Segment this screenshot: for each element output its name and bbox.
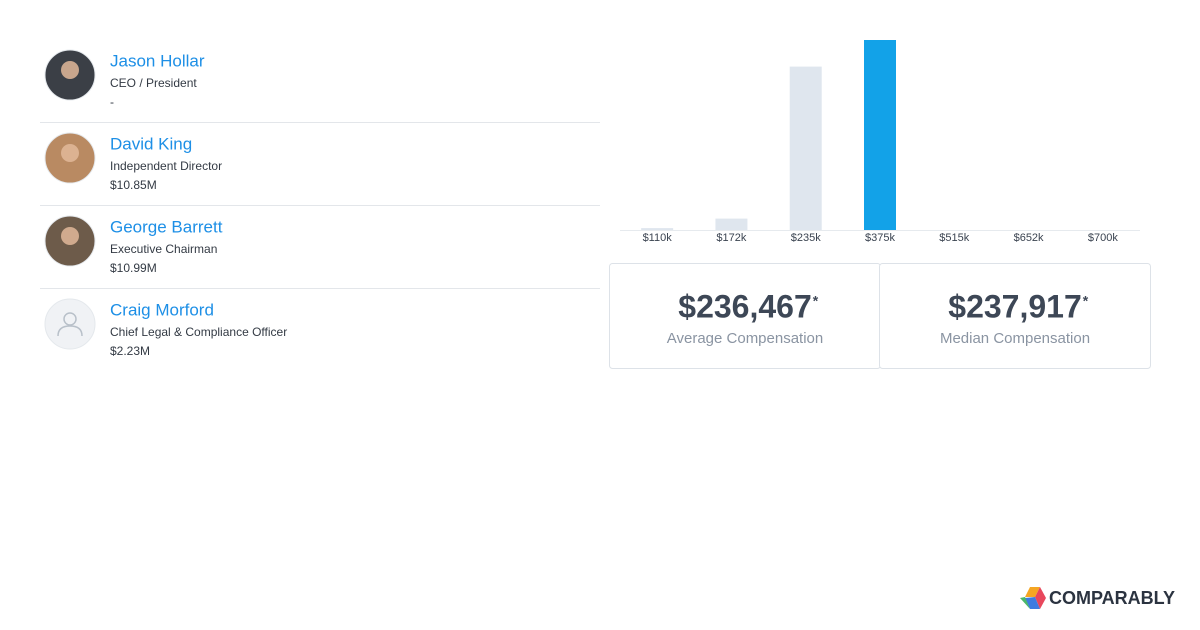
stat-note: * xyxy=(813,293,819,309)
logo-text: COMPARABLY xyxy=(1049,588,1175,608)
person-name: David King xyxy=(110,134,192,153)
person-compensation: $2.23M xyxy=(110,344,150,358)
x-tick-label: $515k xyxy=(939,232,969,244)
person-title: Executive Chairman xyxy=(110,242,217,256)
histogram: $110k $172k $235k $375k $515k $652k $700k xyxy=(620,40,1140,244)
stat-note: * xyxy=(1083,293,1089,309)
stat-label: Average Compensation xyxy=(667,330,824,347)
person-title: Chief Legal & Compliance Officer xyxy=(110,325,287,339)
avatar xyxy=(44,298,96,350)
avatar-face xyxy=(61,61,79,79)
avatar-icon xyxy=(63,312,77,326)
person-name: Jason Hollar xyxy=(110,51,205,70)
people-list: Jason Hollar CEO / President - David King In… xyxy=(40,49,600,358)
person-title: CEO / President xyxy=(110,76,197,90)
avatar-face xyxy=(61,144,79,162)
person-compensation: $10.85M xyxy=(110,178,157,192)
avatar-face xyxy=(61,227,79,245)
person-compensation: $10.99M xyxy=(110,261,157,275)
x-tick-label: $110k xyxy=(643,232,673,244)
bar xyxy=(641,228,674,230)
logo: COMPARABLY xyxy=(1020,587,1175,609)
stat-label: Median Compensation xyxy=(940,330,1090,347)
stat-value: $237,917 xyxy=(948,288,1081,324)
logo-shape xyxy=(1035,587,1046,609)
x-tick-label: $652k xyxy=(1014,232,1044,244)
x-tick-label: $235k xyxy=(791,232,821,244)
x-tick-label: $375k xyxy=(865,232,895,244)
bar xyxy=(789,66,822,230)
stat-value: $236,467 xyxy=(678,288,811,324)
person-compensation: - xyxy=(110,95,114,109)
bar xyxy=(864,40,896,230)
person-name: Craig Morford xyxy=(110,300,214,319)
bar xyxy=(715,218,748,230)
person-title: Independent Director xyxy=(110,159,222,173)
avatar-icon xyxy=(57,325,83,337)
x-tick-label: $700k xyxy=(1088,232,1118,244)
stat-box xyxy=(879,263,1151,369)
x-tick-label: $172k xyxy=(716,232,746,244)
person-name: George Barrett xyxy=(110,217,223,236)
logo-shape xyxy=(1020,597,1030,609)
stats: $236,467 *Average Compensation$237,917 *Me… xyxy=(667,288,1090,347)
